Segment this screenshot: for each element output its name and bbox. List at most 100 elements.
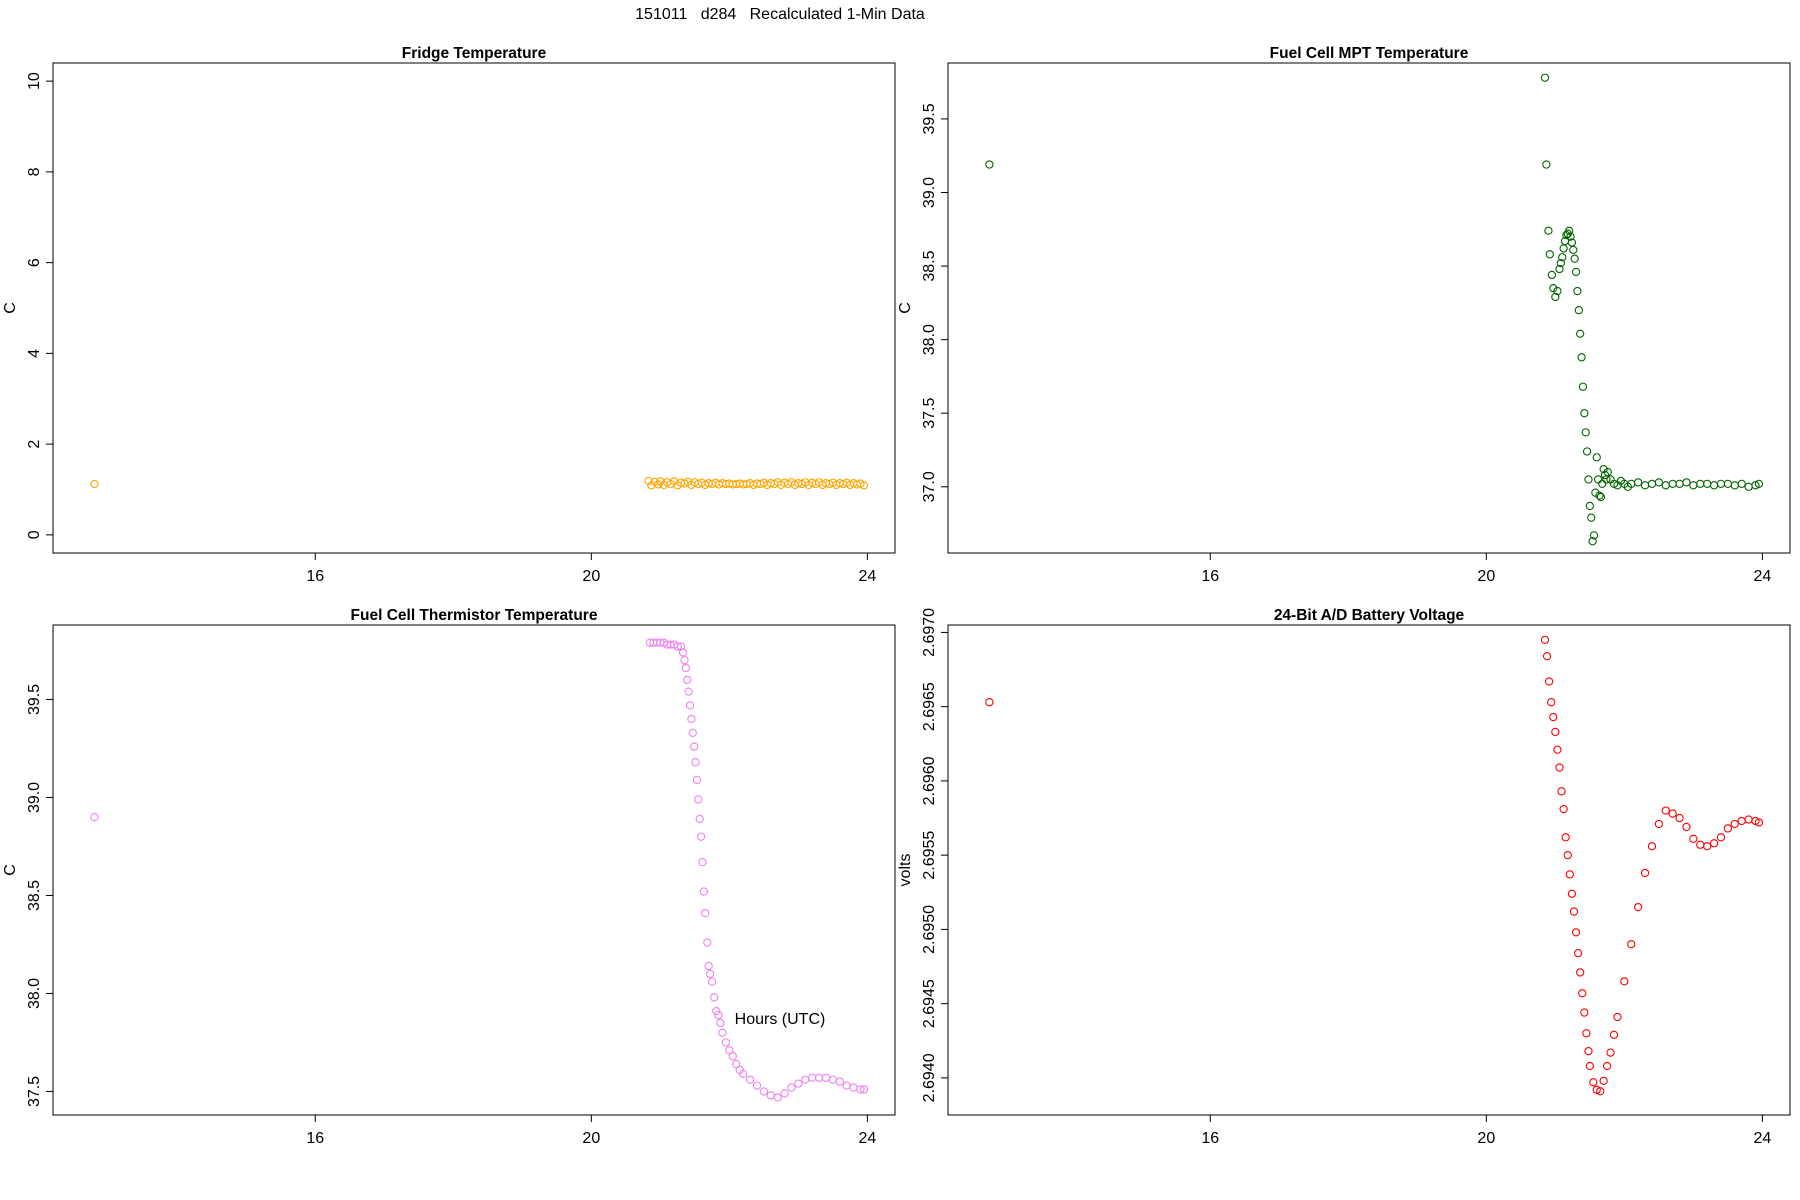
data-point <box>1596 1087 1605 1096</box>
data-point <box>1703 842 1712 851</box>
data-point <box>1562 231 1571 240</box>
figure-title: 151011 d284 Recalculated 1-Min Data <box>635 6 925 23</box>
y-tick-label: 10 <box>26 72 43 90</box>
data-point <box>985 160 994 169</box>
y-tick-label: 2.6965 <box>921 682 938 731</box>
data-point <box>1558 253 1567 262</box>
data-point <box>1599 464 1608 474</box>
y-tick-label: 0 <box>26 530 43 539</box>
data-point <box>808 1073 817 1082</box>
data-point <box>985 698 994 707</box>
data-point <box>1561 833 1570 842</box>
data-point <box>1540 73 1550 82</box>
data-point <box>1576 329 1585 338</box>
data-point <box>716 1018 725 1028</box>
data-point <box>1542 652 1552 661</box>
y-axis-label: C <box>2 864 19 876</box>
data-point <box>1574 306 1583 315</box>
y-tick-label: 6 <box>26 258 43 267</box>
data-point <box>1559 244 1568 253</box>
data-point <box>1555 763 1564 772</box>
data-point <box>1545 250 1554 259</box>
plot-frame <box>947 62 1791 554</box>
x-tick-label: 24 <box>858 568 876 585</box>
y-tick-label: 2.6955 <box>921 831 938 880</box>
data-point <box>745 1075 755 1084</box>
data-point <box>773 1093 782 1102</box>
data-point <box>787 1083 796 1092</box>
y-tick-label: 37.5 <box>921 398 938 429</box>
data-point <box>703 938 712 947</box>
data-point <box>859 1085 869 1094</box>
plot-frame <box>52 624 896 1116</box>
data-point <box>718 1028 727 1037</box>
y-tick-label: 2.6940 <box>921 1053 938 1102</box>
data-point <box>694 795 703 804</box>
data-point <box>828 1075 838 1084</box>
data-point <box>683 675 692 685</box>
x-tick-label: 16 <box>1201 568 1219 585</box>
data-point <box>739 1069 748 1078</box>
data-point <box>1564 226 1574 235</box>
data-point <box>1573 949 1583 958</box>
data-point <box>678 648 688 657</box>
data-point <box>1730 481 1739 490</box>
data-point <box>1547 698 1556 707</box>
data-point <box>1744 815 1753 824</box>
data-point <box>701 908 710 918</box>
data-point <box>704 961 713 971</box>
data-point <box>688 728 697 737</box>
data-point <box>759 1087 769 1096</box>
data-point <box>1569 907 1579 916</box>
y-axis-label: volts <box>897 854 914 887</box>
panel-title: 24-Bit A/D Battery Voltage <box>1274 607 1465 624</box>
data-point <box>1668 809 1677 818</box>
data-point <box>1584 1047 1593 1056</box>
data-point <box>1668 479 1677 488</box>
data-point <box>1591 488 1600 497</box>
data-point <box>690 742 699 751</box>
data-point <box>1549 712 1558 722</box>
data-point <box>1609 1030 1619 1039</box>
data-point <box>1696 479 1705 488</box>
data-point <box>1588 537 1597 546</box>
data-point <box>90 479 99 489</box>
data-point <box>1730 819 1739 829</box>
data-point <box>1737 479 1746 488</box>
data-point <box>1682 478 1691 487</box>
data-point <box>1556 258 1566 268</box>
y-tick-label: 39.5 <box>921 103 938 134</box>
data-point <box>1754 818 1764 827</box>
data-point <box>1584 475 1593 484</box>
data-point <box>1723 824 1733 833</box>
data-point <box>1551 292 1560 302</box>
data-point <box>1580 1008 1589 1017</box>
data-point <box>835 1077 844 1086</box>
data-point <box>1573 286 1582 296</box>
data-point <box>1654 478 1664 487</box>
x-tick-label: 24 <box>1753 568 1771 585</box>
data-point <box>1557 787 1566 796</box>
data-point <box>1571 267 1581 277</box>
y-tick-label: 37.0 <box>921 471 938 502</box>
x-tick-label: 20 <box>1477 1130 1495 1147</box>
data-point <box>1559 804 1568 814</box>
data-point <box>1661 481 1670 490</box>
data-point <box>699 887 708 896</box>
data-point <box>1540 635 1550 644</box>
data-point <box>849 1083 858 1092</box>
data-point <box>1716 479 1726 488</box>
data-point <box>1577 353 1586 362</box>
y-tick-label: 39.0 <box>26 782 43 813</box>
data-point <box>859 481 869 490</box>
data-point <box>1587 513 1596 522</box>
data-point <box>676 642 686 651</box>
x-axis-label: Hours (UTC) <box>734 1011 826 1028</box>
data-point <box>1595 491 1604 500</box>
x-tick-label: 20 <box>1477 568 1495 585</box>
plot-frame <box>52 62 896 554</box>
y-tick-label: 38.0 <box>26 978 43 1009</box>
data-point <box>684 687 693 696</box>
